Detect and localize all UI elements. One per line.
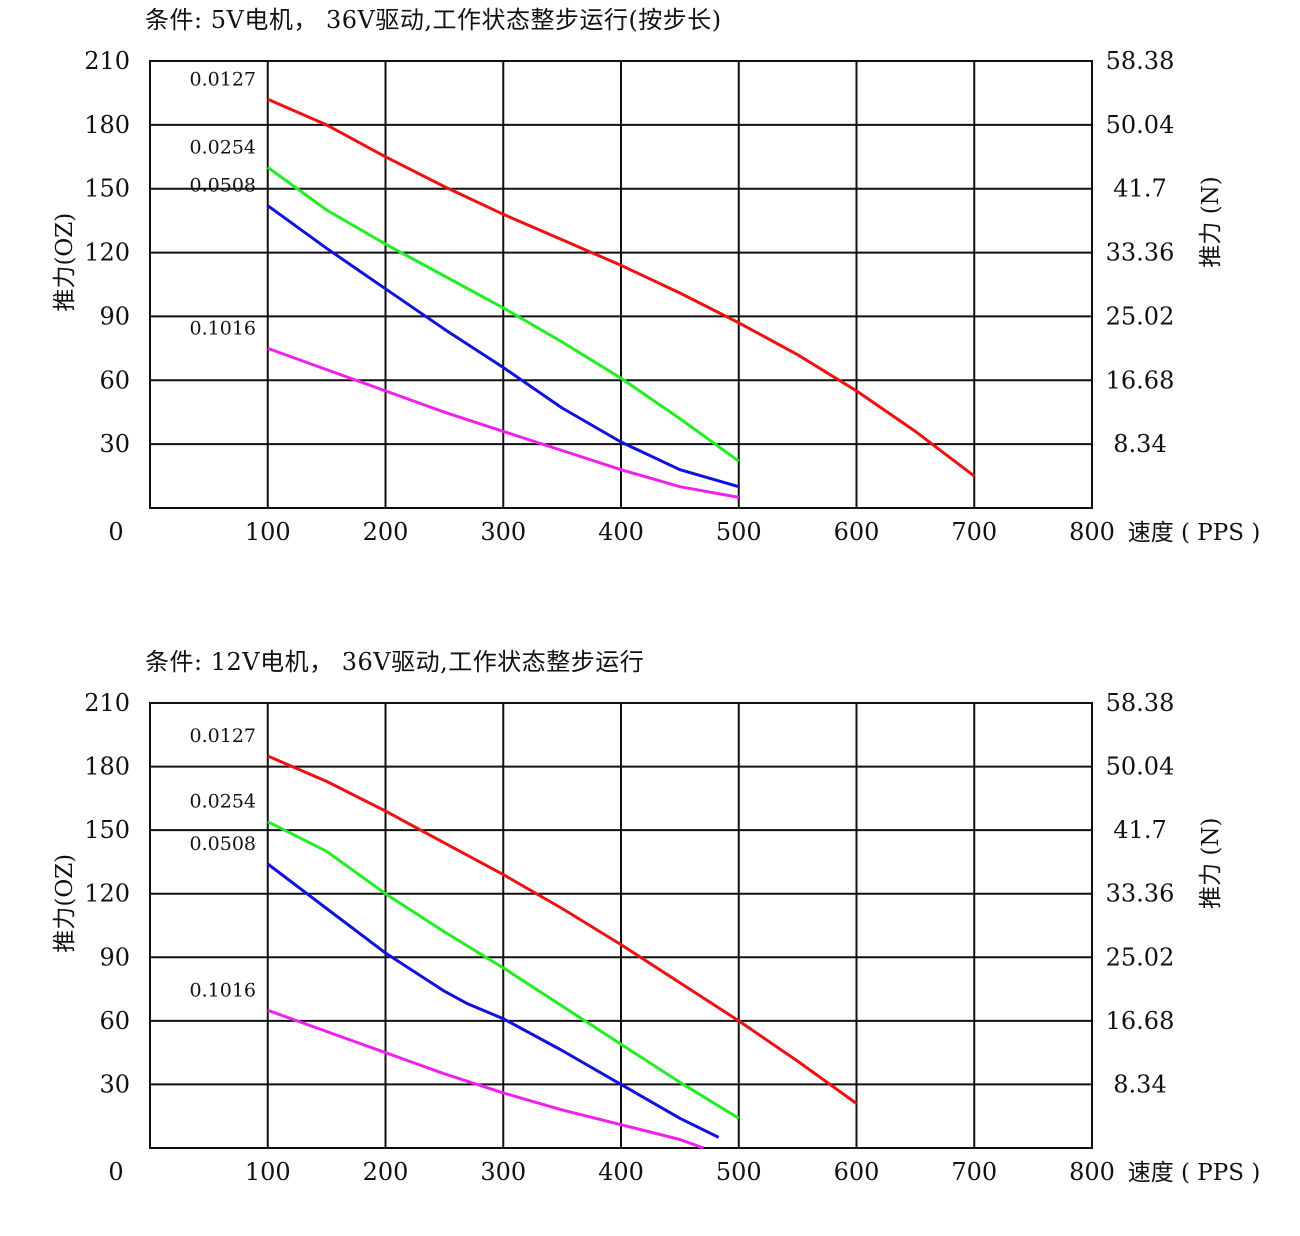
y-tick-labels-right: 8.34 16.68 25.02 33.36 41.7 50.04 58.38 <box>1106 47 1175 458</box>
origin-label: 0 <box>108 518 123 546</box>
x-tick-label: 600 <box>834 1158 880 1186</box>
y-tick-label: 180 <box>84 753 130 781</box>
y-axis-label-right: 推力 (N) <box>1198 176 1224 267</box>
series-line <box>267 97 976 478</box>
origin-label: 0 <box>108 1158 123 1186</box>
y-tick-labels-right: 8.34 16.68 25.02 33.36 41.7 50.04 58.38 <box>1106 689 1175 1098</box>
chart-svg: 30 60 90 120 150 180 210 0 8.34 16.68 25.02 33.36 41… <box>52 47 1261 546</box>
y-tick-label-right: 58.38 <box>1106 47 1175 75</box>
series-0.1016: 0.1016 <box>190 979 704 1150</box>
series-label: 0.0254 <box>190 791 256 813</box>
y-tick-labels-left: 30 60 90 120 150 180 210 <box>84 689 130 1098</box>
series-label: 0.0127 <box>190 725 256 747</box>
y-tick-label-right: 8.34 <box>1113 1070 1166 1098</box>
plot-frame <box>149 60 1093 509</box>
series-0.0508: 0.0508 <box>190 833 720 1139</box>
series-line <box>267 1008 704 1150</box>
series-0.0127: 0.0127 <box>190 725 858 1105</box>
x-tick-label: 700 <box>951 1158 997 1186</box>
series-0.0127: 0.0127 <box>190 68 976 478</box>
y-tick-label-right: 50.04 <box>1106 111 1175 139</box>
chart-title: 条件: 12V电机， 36V驱动,工作状态整步运行 <box>145 648 645 676</box>
series-line <box>266 204 740 489</box>
series-label: 0.0127 <box>190 68 256 90</box>
series-0.1016: 0.1016 <box>190 317 740 499</box>
x-tick-label: 100 <box>245 518 291 546</box>
y-tick-label: 90 <box>99 943 130 971</box>
series-0.0254: 0.0254 <box>190 791 740 1120</box>
x-tick-label: 500 <box>716 1158 762 1186</box>
y-tick-label: 60 <box>99 1007 130 1035</box>
x-tick-label: 700 <box>951 518 997 546</box>
x-tick-label: 300 <box>480 518 526 546</box>
y-axis-label-right: 推力 (N) <box>1198 818 1224 909</box>
y-tick-label: 150 <box>84 175 130 203</box>
y-tick-labels-left: 30 60 90 120 150 180 210 <box>84 47 130 458</box>
y-tick-label-right: 25.02 <box>1106 943 1175 971</box>
series-label: 0.0508 <box>190 175 256 197</box>
y-tick-label-right: 41.7 <box>1113 816 1166 844</box>
x-tick-label: 200 <box>363 1158 409 1186</box>
y-tick-label-right: 33.36 <box>1106 880 1175 908</box>
x-tick-label: 800 <box>1069 518 1115 546</box>
series-line <box>267 754 858 1105</box>
chart-5v-motor: 条件: 5V电机， 36V驱动,工作状态整步运行(按步长) 30 60 90 120 1… <box>0 0 1300 594</box>
x-tick-label: 100 <box>245 1158 291 1186</box>
grid <box>150 702 1093 1148</box>
x-tick-labels: 100 200 300 400 500 600 700 800 <box>245 518 1115 546</box>
y-tick-label-right: 16.68 <box>1106 366 1175 394</box>
series-line <box>267 820 740 1120</box>
x-tick-label: 500 <box>716 518 762 546</box>
y-tick-label: 60 <box>99 366 130 394</box>
series-line <box>267 346 740 499</box>
x-axis-label: 速度 ( PPS ) <box>1128 520 1261 546</box>
series-0.0508: 0.0508 <box>190 175 740 489</box>
y-tick-label: 180 <box>84 111 130 139</box>
series-label: 0.1016 <box>190 979 256 1001</box>
x-tick-label: 400 <box>598 518 644 546</box>
y-tick-label-right: 58.38 <box>1106 689 1175 717</box>
x-tick-labels: 100 200 300 400 500 600 700 800 <box>245 1158 1115 1186</box>
chart-svg: 30 60 90 120 150 180 210 0 8.34 16.68 25.02 33.36 41… <box>52 689 1261 1186</box>
y-axis-label-left: 推力(OZ) <box>52 213 78 312</box>
x-tick-label: 600 <box>834 518 880 546</box>
x-tick-label: 400 <box>598 1158 644 1186</box>
plot-frame <box>149 702 1093 1149</box>
chart-title: 条件: 5V电机， 36V驱动,工作状态整步运行(按步长) <box>145 6 722 34</box>
series-line <box>266 862 720 1139</box>
series-label: 0.0508 <box>190 833 256 855</box>
y-tick-label: 30 <box>99 1070 130 1098</box>
y-tick-label: 150 <box>84 816 130 844</box>
y-tick-label-right: 41.7 <box>1113 175 1166 203</box>
y-tick-label: 90 <box>99 302 130 330</box>
y-axis-label-left: 推力(OZ) <box>52 854 78 953</box>
y-tick-label: 30 <box>99 430 130 458</box>
y-tick-label-right: 8.34 <box>1113 430 1166 458</box>
chart-12v-motor: 条件: 12V电机， 36V驱动,工作状态整步运行 30 60 90 120 150 18… <box>0 642 1300 1236</box>
y-tick-label-right: 33.36 <box>1106 239 1175 267</box>
y-tick-label: 120 <box>84 239 130 267</box>
series-0.0254: 0.0254 <box>190 136 740 463</box>
x-tick-label: 200 <box>363 518 409 546</box>
y-tick-label: 210 <box>84 689 130 717</box>
y-tick-label-right: 25.02 <box>1106 302 1175 330</box>
x-tick-label: 800 <box>1069 1158 1115 1186</box>
figure: 条件: 5V电机， 36V驱动,工作状态整步运行(按步长) 30 60 90 120 1… <box>0 0 1300 1186</box>
y-tick-label-right: 50.04 <box>1106 753 1175 781</box>
series-label: 0.0254 <box>190 136 256 158</box>
x-tick-label: 300 <box>480 1158 526 1186</box>
series-label: 0.1016 <box>190 317 256 339</box>
x-axis-label: 速度 ( PPS ) <box>1128 1160 1261 1186</box>
y-tick-label: 210 <box>84 47 130 75</box>
series-line <box>266 166 740 463</box>
y-tick-label-right: 16.68 <box>1106 1007 1175 1035</box>
y-tick-label: 120 <box>84 880 130 908</box>
